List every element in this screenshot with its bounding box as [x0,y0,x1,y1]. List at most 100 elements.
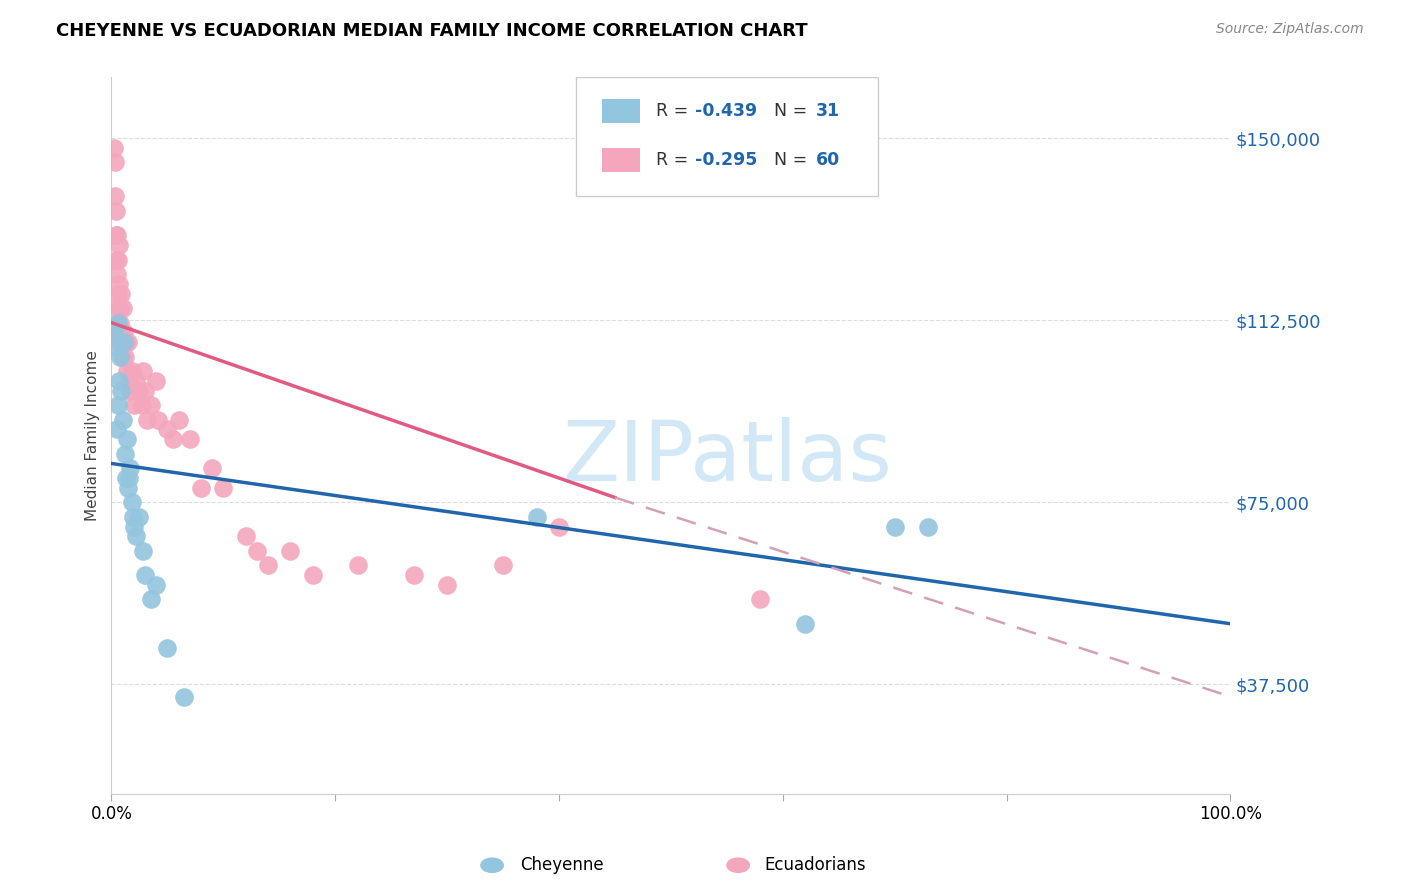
Point [117,481,139,495]
Point [104,155,127,169]
Point [115,335,138,350]
Point [883,519,905,533]
Point [280,544,302,558]
Point [108,277,131,291]
Point [132,544,155,558]
Point [114,350,136,364]
Text: Source: ZipAtlas.com: Source: ZipAtlas.com [1216,22,1364,37]
Point [128,384,150,398]
Point [108,374,131,388]
Point [105,422,128,436]
Point [111,350,134,364]
Point [794,616,817,631]
Point [167,413,190,427]
Point [110,286,132,301]
Point [492,558,515,573]
Point [111,335,134,350]
FancyBboxPatch shape [602,99,640,123]
Point [110,326,132,340]
Point [125,529,148,543]
Point [108,335,131,350]
Point [125,374,148,388]
Point [148,413,170,427]
Point [110,316,132,330]
Text: 31: 31 [817,102,841,120]
Text: -0.295: -0.295 [696,151,758,169]
Text: ZIPatlas: ZIPatlas [562,417,891,498]
Point [115,471,138,485]
Point [139,398,162,412]
Point [111,301,134,315]
FancyBboxPatch shape [576,78,877,195]
Point [120,461,142,475]
Point [104,228,127,243]
Text: N =: N = [773,102,813,120]
Point [201,461,224,475]
Point [104,340,127,354]
Point [145,578,167,592]
Text: R =: R = [657,102,695,120]
Point [162,432,184,446]
Point [139,592,162,607]
Point [917,519,939,533]
Point [212,481,235,495]
Point [190,481,212,495]
Point [156,640,179,655]
Point [111,413,134,427]
Point [436,578,458,592]
Point [749,592,772,607]
Point [120,384,142,398]
Point [115,364,138,378]
Point [110,350,132,364]
Text: Ecuadorians: Ecuadorians [765,856,866,874]
Text: 60: 60 [817,151,841,169]
Point [108,238,131,252]
Point [118,471,141,485]
Point [173,690,195,704]
Point [107,316,129,330]
Y-axis label: Median Family Income: Median Family Income [86,351,100,521]
Point [132,364,155,378]
Point [107,286,129,301]
FancyBboxPatch shape [602,148,640,172]
Point [104,189,127,203]
Point [108,326,131,340]
Point [235,529,257,543]
Point [112,335,135,350]
Point [112,326,135,340]
Point [134,568,156,582]
Point [134,384,156,398]
Point [105,301,128,315]
Point [114,447,136,461]
Text: Cheyenne: Cheyenne [520,856,605,874]
Point [145,374,167,388]
Point [118,374,141,388]
Point [156,422,179,436]
Point [103,326,125,340]
Point [107,316,129,330]
Point [110,335,132,350]
Point [110,384,132,398]
Point [548,519,571,533]
Text: -0.439: -0.439 [696,102,758,120]
Point [110,301,132,315]
Point [131,398,153,412]
Point [257,558,280,573]
Point [402,568,425,582]
Point [107,252,129,267]
Point [122,398,145,412]
Point [128,509,150,524]
Point [121,495,143,509]
Text: CHEYENNE VS ECUADORIAN MEDIAN FAMILY INCOME CORRELATION CHART: CHEYENNE VS ECUADORIAN MEDIAN FAMILY INC… [56,22,808,40]
Point [105,267,128,281]
Point [526,509,548,524]
Point [346,558,368,573]
Point [301,568,323,582]
Point [115,432,138,446]
Point [136,413,159,427]
Point [121,509,143,524]
Point [107,398,129,412]
Point [104,252,127,267]
Point [103,141,125,155]
Point [179,432,201,446]
